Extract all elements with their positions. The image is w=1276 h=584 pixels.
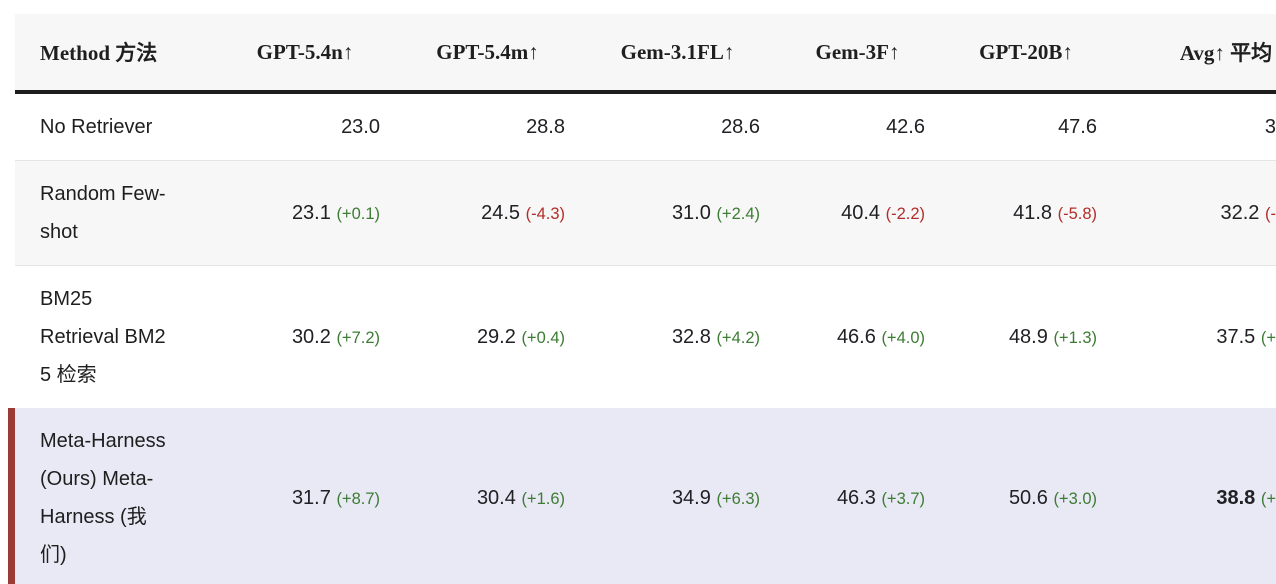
score-delta: (+4.2) (716, 328, 760, 347)
score-cell: 29.2 (+0.4) (395, 266, 580, 409)
score-value: 28.8 (526, 115, 565, 138)
header-row: Method 方法 GPT-5.4n↑ GPT-5.4m↑ Gem-3.1FL↑ Gem… (15, 14, 1276, 94)
score-value: 31.7 (291, 486, 331, 509)
score-cell: 46.3 (+3.7) (775, 408, 940, 584)
results-table: Method 方法 GPT-5.4n↑ GPT-5.4m↑ Gem-3.1FL↑ Gem… (8, 14, 1276, 584)
score-cell: 24.5 (-4.3) (395, 161, 580, 266)
score-cell: 28.6 (580, 92, 775, 161)
method-cell: No Retriever (15, 92, 215, 161)
score-cell: 3 (1112, 92, 1276, 161)
score-value: 23.1 (291, 201, 331, 224)
score-delta: (+3.0) (1053, 489, 1097, 508)
score-value: 29.2 (476, 325, 516, 348)
score-cell: 32.2 (- (1112, 161, 1276, 266)
method-label: No Retriever (40, 116, 153, 138)
method-cell: Meta-Harness (Ours) Meta- Harness (我 们) (8, 408, 215, 584)
method-label: Random Few- shot (40, 183, 166, 243)
score-value: 47.6 (1058, 115, 1097, 138)
score-delta: (+4.0) (881, 328, 925, 347)
score-delta: (+0.4) (521, 328, 565, 347)
score-cell: 48.9 (+1.3) (940, 266, 1112, 409)
score-cell: 38.8 (+ (1112, 408, 1276, 584)
score-value: 30.2 (291, 325, 331, 348)
score-delta: (+ (1260, 328, 1276, 347)
score-value: 42.6 (886, 115, 925, 138)
score-value: 34.9 (671, 486, 711, 509)
column-header: GPT-5.4m↑ (395, 14, 580, 94)
method-cell: Random Few- shot (15, 161, 215, 266)
score-cell: 23.0 (215, 92, 395, 161)
score-value: 46.6 (836, 325, 876, 348)
score-cell: 42.6 (775, 92, 940, 161)
column-header-method: Method 方法 (15, 14, 215, 94)
score-delta: (- (1265, 204, 1276, 223)
score-cell: 31.7 (+8.7) (215, 408, 395, 584)
score-value: 38.8 (1216, 486, 1256, 509)
score-cell: 41.8 (-5.8) (940, 161, 1112, 266)
score-delta: (+1.3) (1053, 328, 1097, 347)
score-cell: 46.6 (+4.0) (775, 266, 940, 409)
method-label: Meta-Harness (Ours) Meta- Harness (我 们) (40, 430, 166, 566)
score-delta: (+8.7) (336, 489, 380, 508)
column-header: Gem-3F↑ (775, 14, 940, 94)
score-cell: 37.5 (+ (1112, 266, 1276, 409)
table-row: Meta-Harness (Ours) Meta- Harness (我 们) 3… (8, 408, 1276, 584)
column-header: GPT-5.4n↑ (215, 14, 395, 94)
method-label: BM25 Retrieval BM2 5 检索 (40, 288, 166, 386)
table-row: BM25 Retrieval BM2 5 检索 30.2 (+7.2) 29.2 (… (15, 265, 1276, 409)
table-row: Random Few- shot 23.1 (+0.1) 24.5 (-4.3) 31… (15, 160, 1276, 266)
score-cell: 28.8 (395, 92, 580, 161)
score-cell: 31.0 (+2.4) (580, 161, 775, 266)
score-delta: (+ (1260, 489, 1276, 508)
table-row: No Retriever 23.0 28.8 28.6 42.6 47.6 3 (15, 92, 1276, 161)
score-cell: 30.2 (+7.2) (215, 266, 395, 409)
score-cell: 47.6 (940, 92, 1112, 161)
column-header: Gem-3.1FL↑ (580, 14, 775, 94)
score-value: 32.2 (1220, 201, 1260, 224)
score-value: 3 (1264, 115, 1276, 138)
score-value: 23.0 (341, 115, 380, 138)
score-value: 41.8 (1013, 201, 1053, 224)
score-cell: 40.4 (-2.2) (775, 161, 940, 266)
score-delta: (+7.2) (336, 328, 380, 347)
score-value: 48.9 (1008, 325, 1048, 348)
score-cell: 30.4 (+1.6) (395, 408, 580, 584)
score-delta: (-5.8) (1057, 204, 1097, 223)
score-cell: 34.9 (+6.3) (580, 408, 775, 584)
score-value: 50.6 (1008, 486, 1048, 509)
score-value: 46.3 (836, 486, 876, 509)
score-value: 40.4 (841, 201, 881, 224)
score-delta: (+6.3) (716, 489, 760, 508)
score-cell: 23.1 (+0.1) (215, 161, 395, 266)
score-cell: 32.8 (+4.2) (580, 266, 775, 409)
score-cell: 50.6 (+3.0) (940, 408, 1112, 584)
method-cell: BM25 Retrieval BM2 5 检索 (15, 266, 215, 409)
score-delta: (-2.2) (885, 204, 925, 223)
column-header: GPT-20B↑ (940, 14, 1112, 94)
score-delta: (+1.6) (521, 489, 565, 508)
score-value: 28.6 (721, 115, 760, 138)
table-body: No Retriever 23.0 28.8 28.6 42.6 47.6 3 Random … (8, 92, 1276, 584)
score-value: 31.0 (671, 201, 711, 224)
column-header: Avg↑ 平均 (1112, 14, 1276, 94)
score-delta: (+0.1) (336, 204, 380, 223)
highlight-accent-bar (8, 408, 15, 584)
score-delta: (+3.7) (881, 489, 925, 508)
score-value: 37.5 (1216, 325, 1256, 348)
score-value: 32.8 (671, 325, 711, 348)
score-delta: (-4.3) (525, 204, 565, 223)
score-value: 30.4 (476, 486, 516, 509)
score-value: 24.5 (481, 201, 521, 224)
score-delta: (+2.4) (716, 204, 760, 223)
